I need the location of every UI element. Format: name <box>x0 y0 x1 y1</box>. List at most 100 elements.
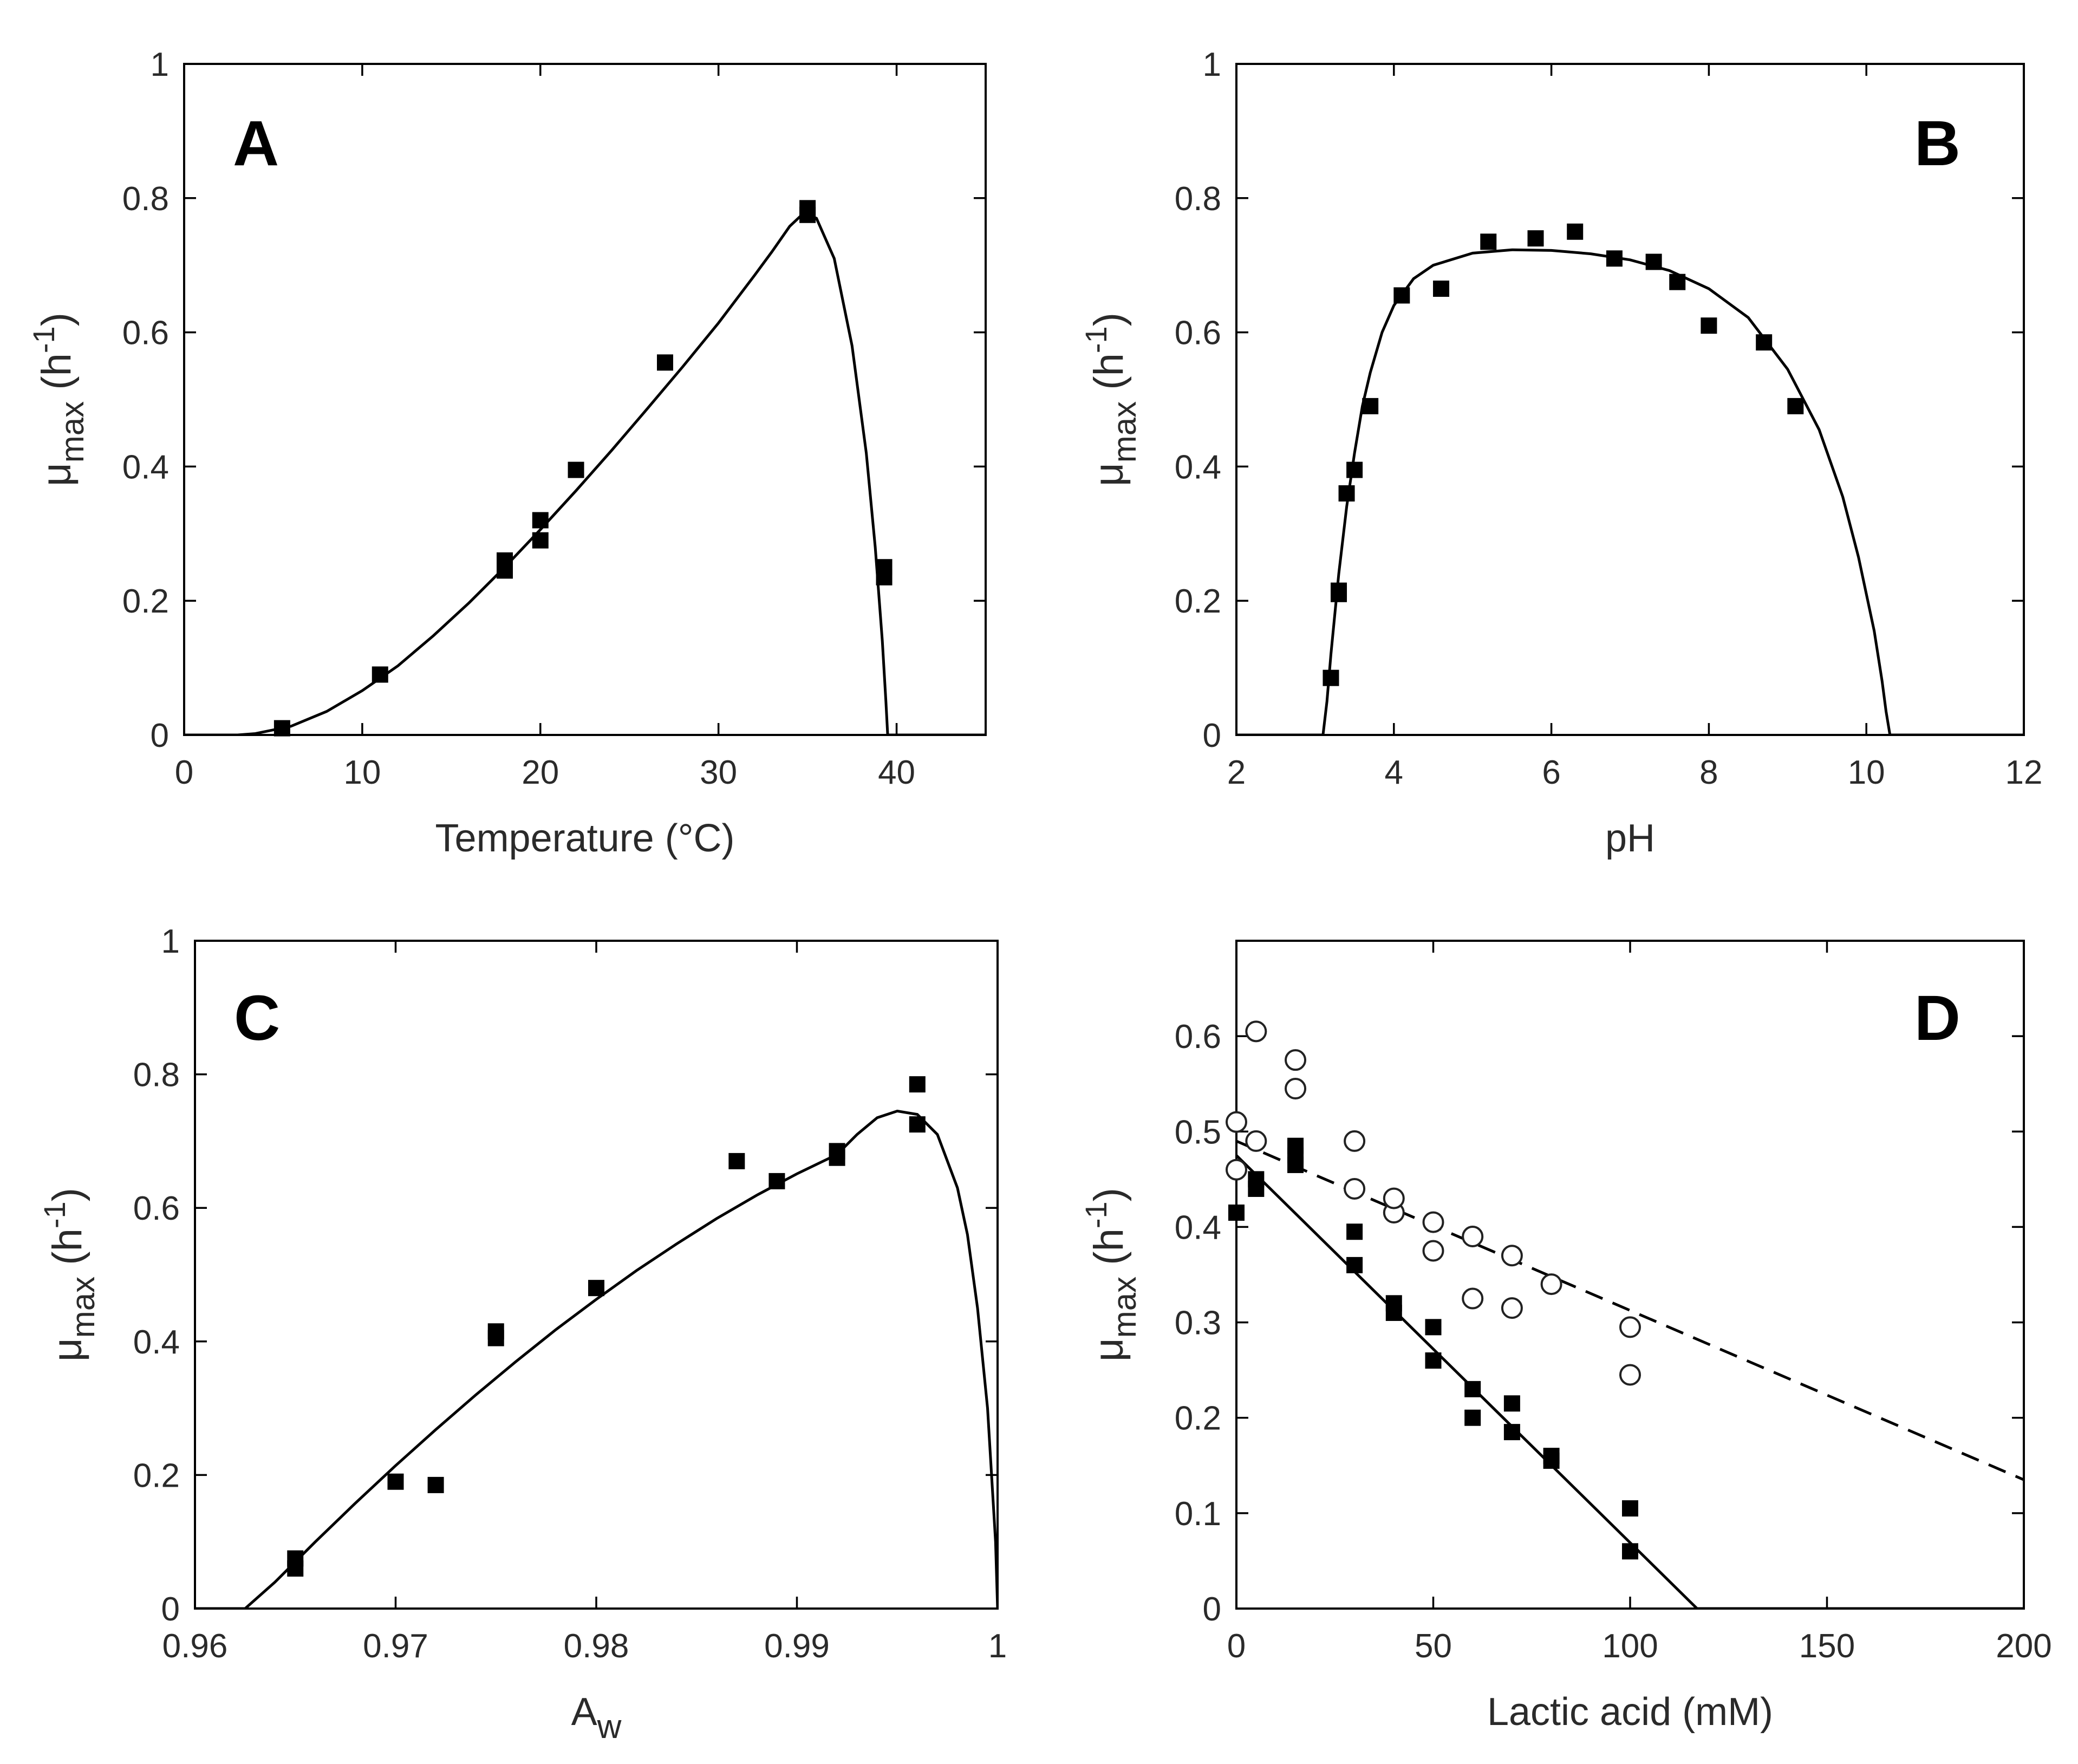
data-point-circle <box>1344 1130 1366 1152</box>
data-point-square <box>1622 1543 1638 1560</box>
data-point-circle <box>1245 1020 1267 1043</box>
data-point-square <box>1503 1424 1520 1441</box>
x-tick-label: 0.96 <box>162 1628 228 1665</box>
fit-line <box>1236 248 2024 735</box>
y-tick-label: 0.6 <box>133 1190 180 1227</box>
data-point-square <box>1669 274 1686 290</box>
data-point-square <box>1756 334 1773 351</box>
plot-frame <box>183 63 987 736</box>
data-point-circle <box>1245 1130 1267 1152</box>
y-axis-title: μmax (h-1) <box>27 313 90 486</box>
data-point-square <box>1701 317 1717 334</box>
x-axis-title: pH <box>1605 817 1655 860</box>
data-point-circle <box>1383 1187 1405 1209</box>
data-point-square <box>532 532 549 549</box>
y-tick-label: 0.4 <box>122 448 169 486</box>
data-point-square <box>568 461 584 478</box>
y-tick-label: 0.2 <box>1175 583 1221 620</box>
data-point-square <box>728 1153 745 1169</box>
y-tick-label: 0.2 <box>133 1457 180 1494</box>
y-tick-label: 0 <box>1203 717 1221 754</box>
plot-frame <box>194 940 999 1610</box>
y-tick-label: 1 <box>161 923 180 960</box>
data-point-square <box>1480 233 1497 250</box>
x-tick-label: 1 <box>988 1628 1007 1665</box>
x-tick-label: 150 <box>1799 1628 1855 1665</box>
data-point-square <box>909 1076 926 1093</box>
data-point-circle <box>1462 1287 1484 1310</box>
data-point-circle <box>1226 1158 1247 1181</box>
data-point-circle <box>1285 1049 1307 1071</box>
y-tick-label: 1 <box>151 46 169 83</box>
data-point-circle <box>1422 1211 1444 1233</box>
x-tick-label: 50 <box>1415 1628 1452 1665</box>
y-tick-label: 0.8 <box>1175 180 1221 218</box>
data-point-square <box>1287 1137 1304 1154</box>
data-point-square <box>1228 1205 1245 1221</box>
data-point-circle <box>1344 1177 1366 1200</box>
data-point-square <box>532 512 549 529</box>
x-axis-title: Aw <box>571 1690 622 1746</box>
data-point-square <box>287 1550 304 1567</box>
y-tick-label: 0.8 <box>133 1057 180 1094</box>
data-point-square <box>1645 253 1662 270</box>
data-point-square <box>1323 669 1339 686</box>
x-tick-label: 40 <box>878 754 915 791</box>
data-point-square <box>427 1476 444 1493</box>
data-point-square <box>1543 1448 1560 1464</box>
data-point-square <box>1567 223 1584 240</box>
data-point-square <box>1346 1223 1363 1240</box>
fit-line-dashed <box>1236 1140 2024 1481</box>
x-tick-label: 8 <box>1699 754 1718 791</box>
data-point-circle <box>1501 1297 1523 1319</box>
x-tick-label: 30 <box>700 754 737 791</box>
y-tick-label: 0.2 <box>122 583 169 620</box>
data-point-square <box>657 354 673 371</box>
data-point-square <box>829 1143 845 1160</box>
x-tick-label: 0.99 <box>764 1628 830 1665</box>
x-axis-title: Temperature (°C) <box>435 817 735 860</box>
data-point-square <box>1385 1295 1402 1312</box>
panel-letter: D <box>1914 982 1960 1054</box>
data-point-square <box>1622 1500 1638 1517</box>
data-point-square <box>1393 287 1410 304</box>
panel-letter: B <box>1914 108 1960 179</box>
y-tick-label: 0 <box>151 717 169 754</box>
y-tick-label: 0 <box>1203 1591 1221 1628</box>
y-tick-label: 0.5 <box>1175 1114 1221 1151</box>
data-point-square <box>1503 1395 1520 1412</box>
y-axis-title: μmax (h-1) <box>1079 313 1143 486</box>
data-point-square <box>1331 582 1347 599</box>
y-tick-label: 0.4 <box>133 1324 180 1361</box>
data-point-square <box>909 1116 926 1133</box>
x-tick-label: 10 <box>343 754 381 791</box>
panel-letter: A <box>233 108 279 179</box>
x-tick-label: 6 <box>1542 754 1560 791</box>
panel-a: 0 10 20 30 40 0 0.2 0.4 0.6 0.8 1 Temperature (°C) μ… <box>27 46 987 860</box>
y-tick-label: 0.8 <box>122 180 169 218</box>
data-point-circle <box>1540 1273 1562 1296</box>
y-axis-title: μmax (h-1) <box>37 1188 101 1362</box>
data-point-square <box>588 1280 604 1297</box>
x-tick-label: 4 <box>1385 754 1403 791</box>
data-point-square <box>1346 461 1363 478</box>
x-tick-label: 12 <box>2005 754 2043 791</box>
data-point-square <box>1248 1171 1265 1188</box>
y-tick-label: 0.2 <box>1175 1400 1221 1437</box>
y-tick-label: 0 <box>161 1591 180 1628</box>
y-tick-label: 1 <box>1203 46 1221 83</box>
y-axis-title: μmax (h-1) <box>1079 1188 1143 1362</box>
data-point-square <box>1433 281 1450 297</box>
plot-frame <box>1235 63 2025 736</box>
fit-line <box>195 1109 998 1609</box>
data-point-square <box>372 666 388 683</box>
x-tick-label: 2 <box>1227 754 1246 791</box>
y-tick-label: 0.6 <box>1175 1018 1221 1056</box>
x-tick-label: 0 <box>175 754 193 791</box>
y-tick-label: 0.4 <box>1175 448 1221 486</box>
data-point-square <box>799 200 816 217</box>
data-point-circle <box>1422 1240 1444 1262</box>
data-point-circle <box>1501 1245 1523 1267</box>
panel-b: 2 4 6 8 10 12 0 0.2 0.4 0.6 0.8 1 pH μmax (h-1) B <box>1079 46 2042 860</box>
data-point-circle <box>1619 1364 1641 1386</box>
